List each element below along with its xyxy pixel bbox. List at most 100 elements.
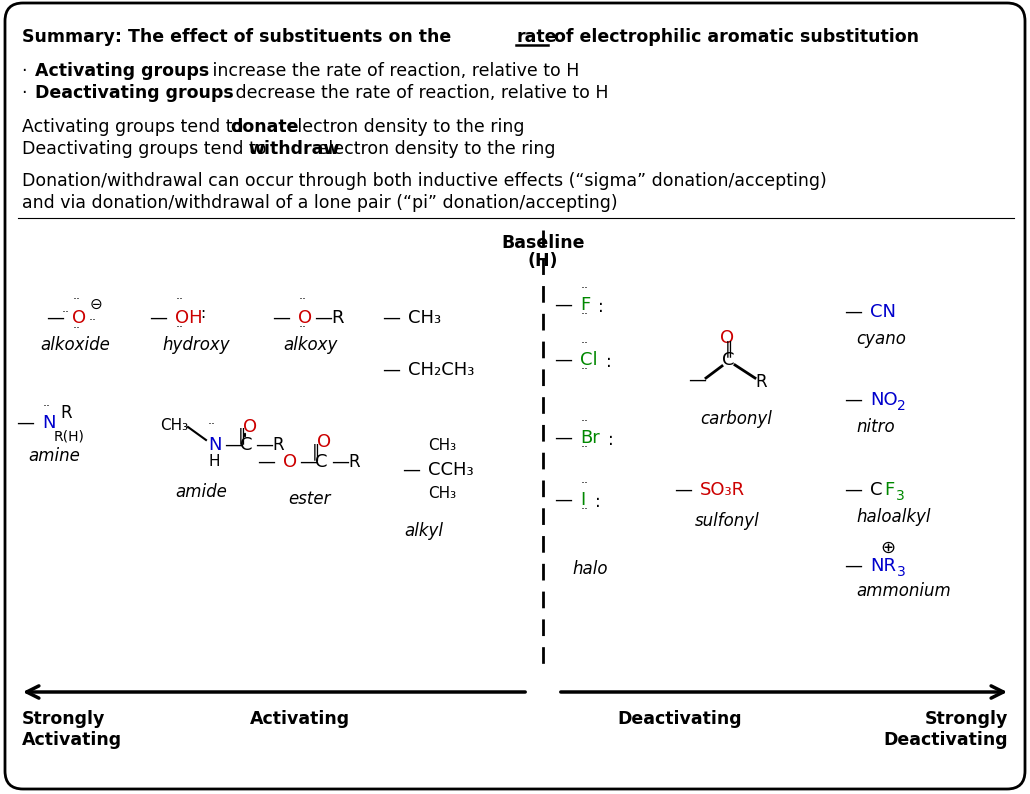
Text: (H): (H): [527, 252, 558, 270]
Text: ··: ··: [581, 309, 589, 322]
Text: N: N: [208, 436, 221, 454]
Text: :: :: [606, 353, 612, 371]
Text: CH₂CH₃: CH₂CH₃: [408, 361, 475, 379]
Text: Summary: The effect of substituents on the: Summary: The effect of substituents on t…: [22, 28, 457, 46]
Text: O: O: [72, 309, 87, 327]
Text: ··: ··: [73, 322, 81, 336]
Text: carbonyl: carbonyl: [700, 410, 771, 428]
Text: —: —: [255, 436, 273, 454]
Text: R(H): R(H): [54, 430, 84, 444]
Text: rate: rate: [516, 28, 556, 46]
Text: 3: 3: [897, 565, 905, 579]
Text: ⊖: ⊖: [90, 296, 103, 311]
Text: ⊕: ⊕: [880, 539, 895, 557]
Text: C: C: [240, 436, 252, 454]
Text: :: :: [598, 298, 604, 316]
Text: amine: amine: [28, 447, 80, 465]
Text: ··: ··: [581, 477, 589, 491]
Text: Deactivating groups tend to: Deactivating groups tend to: [22, 140, 272, 158]
Text: Deactivating: Deactivating: [618, 710, 743, 728]
Text: ··: ··: [43, 400, 52, 414]
Text: CH₃: CH₃: [160, 418, 188, 433]
Text: :: :: [595, 493, 600, 511]
Text: —: —: [46, 309, 64, 327]
Text: F: F: [580, 296, 590, 314]
Text: ·: ·: [22, 84, 33, 102]
Text: ··: ··: [581, 364, 589, 376]
Text: —: —: [844, 303, 862, 321]
Text: halo: halo: [572, 560, 608, 578]
Text: —: —: [402, 461, 420, 479]
Text: ··: ··: [581, 441, 589, 454]
Text: of electrophilic aromatic substitution: of electrophilic aromatic substitution: [548, 28, 919, 46]
Text: O: O: [243, 418, 258, 436]
Text: —: —: [272, 309, 290, 327]
Text: N: N: [42, 414, 56, 432]
Text: sulfonyl: sulfonyl: [695, 512, 760, 530]
Text: I: I: [580, 491, 585, 509]
Text: CCH₃: CCH₃: [428, 461, 474, 479]
Text: Baseline: Baseline: [502, 234, 585, 252]
Text: ∥: ∥: [238, 426, 246, 444]
Text: H: H: [208, 453, 219, 468]
Text: haloalkyl: haloalkyl: [856, 508, 930, 526]
Text: ··: ··: [299, 322, 307, 334]
Text: Strongly
Deactivating: Strongly Deactivating: [884, 710, 1008, 749]
Text: R: R: [348, 453, 359, 471]
Text: donate: donate: [230, 118, 299, 136]
Text: increase the rate of reaction, relative to H: increase the rate of reaction, relative …: [207, 62, 579, 80]
Text: R: R: [60, 404, 72, 422]
Text: Strongly
Activating: Strongly Activating: [22, 710, 123, 749]
Text: alkoxide: alkoxide: [40, 336, 110, 354]
Text: ··: ··: [581, 503, 589, 517]
Text: ammonium: ammonium: [856, 582, 951, 600]
Text: ∥: ∥: [312, 442, 320, 460]
Text: —: —: [844, 391, 862, 409]
Text: Activating groups tend to: Activating groups tend to: [22, 118, 249, 136]
Text: OH: OH: [175, 309, 203, 327]
Text: —: —: [554, 351, 572, 369]
Text: O: O: [298, 309, 312, 327]
Text: Cl: Cl: [580, 351, 597, 369]
Text: 3: 3: [896, 489, 904, 503]
Text: CH₃: CH₃: [408, 309, 441, 327]
Text: 2: 2: [897, 399, 905, 413]
Text: —: —: [331, 453, 349, 471]
Text: CH₃: CH₃: [428, 487, 456, 502]
Text: —: —: [16, 414, 34, 432]
Text: O: O: [720, 329, 734, 347]
Text: electron density to the ring: electron density to the ring: [281, 118, 524, 136]
Text: ··: ··: [176, 322, 184, 334]
Text: C: C: [315, 453, 328, 471]
Text: —: —: [382, 309, 400, 327]
Text: —: —: [674, 481, 692, 499]
Text: —: —: [688, 371, 706, 389]
Text: hydroxy: hydroxy: [162, 336, 230, 354]
Text: R: R: [755, 373, 766, 391]
Text: ··: ··: [581, 283, 589, 295]
Text: —: —: [844, 481, 862, 499]
Text: ester: ester: [288, 490, 331, 508]
Text: SO₃R: SO₃R: [700, 481, 745, 499]
Text: ∥: ∥: [725, 339, 733, 357]
Text: ··: ··: [299, 294, 307, 306]
Text: C: C: [870, 481, 883, 499]
Text: Activating groups: Activating groups: [35, 62, 209, 80]
Text: Br: Br: [580, 429, 599, 447]
Text: CN: CN: [870, 303, 896, 321]
FancyBboxPatch shape: [5, 3, 1025, 789]
Text: ··: ··: [581, 337, 589, 350]
Text: —R: —R: [314, 309, 344, 327]
Text: ··: ··: [581, 415, 589, 429]
Text: ··: ··: [62, 306, 70, 319]
Text: O: O: [283, 453, 297, 471]
Text: —: —: [844, 557, 862, 575]
Text: Activating: Activating: [250, 710, 350, 728]
Text: and via donation/withdrawal of a lone pair (“pi” donation/accepting): and via donation/withdrawal of a lone pa…: [22, 194, 618, 212]
Text: Deactivating groups: Deactivating groups: [35, 84, 234, 102]
Text: F: F: [884, 481, 894, 499]
Text: :: :: [608, 431, 614, 449]
Text: —: —: [149, 309, 167, 327]
Text: R: R: [272, 436, 283, 454]
Text: —: —: [299, 453, 317, 471]
